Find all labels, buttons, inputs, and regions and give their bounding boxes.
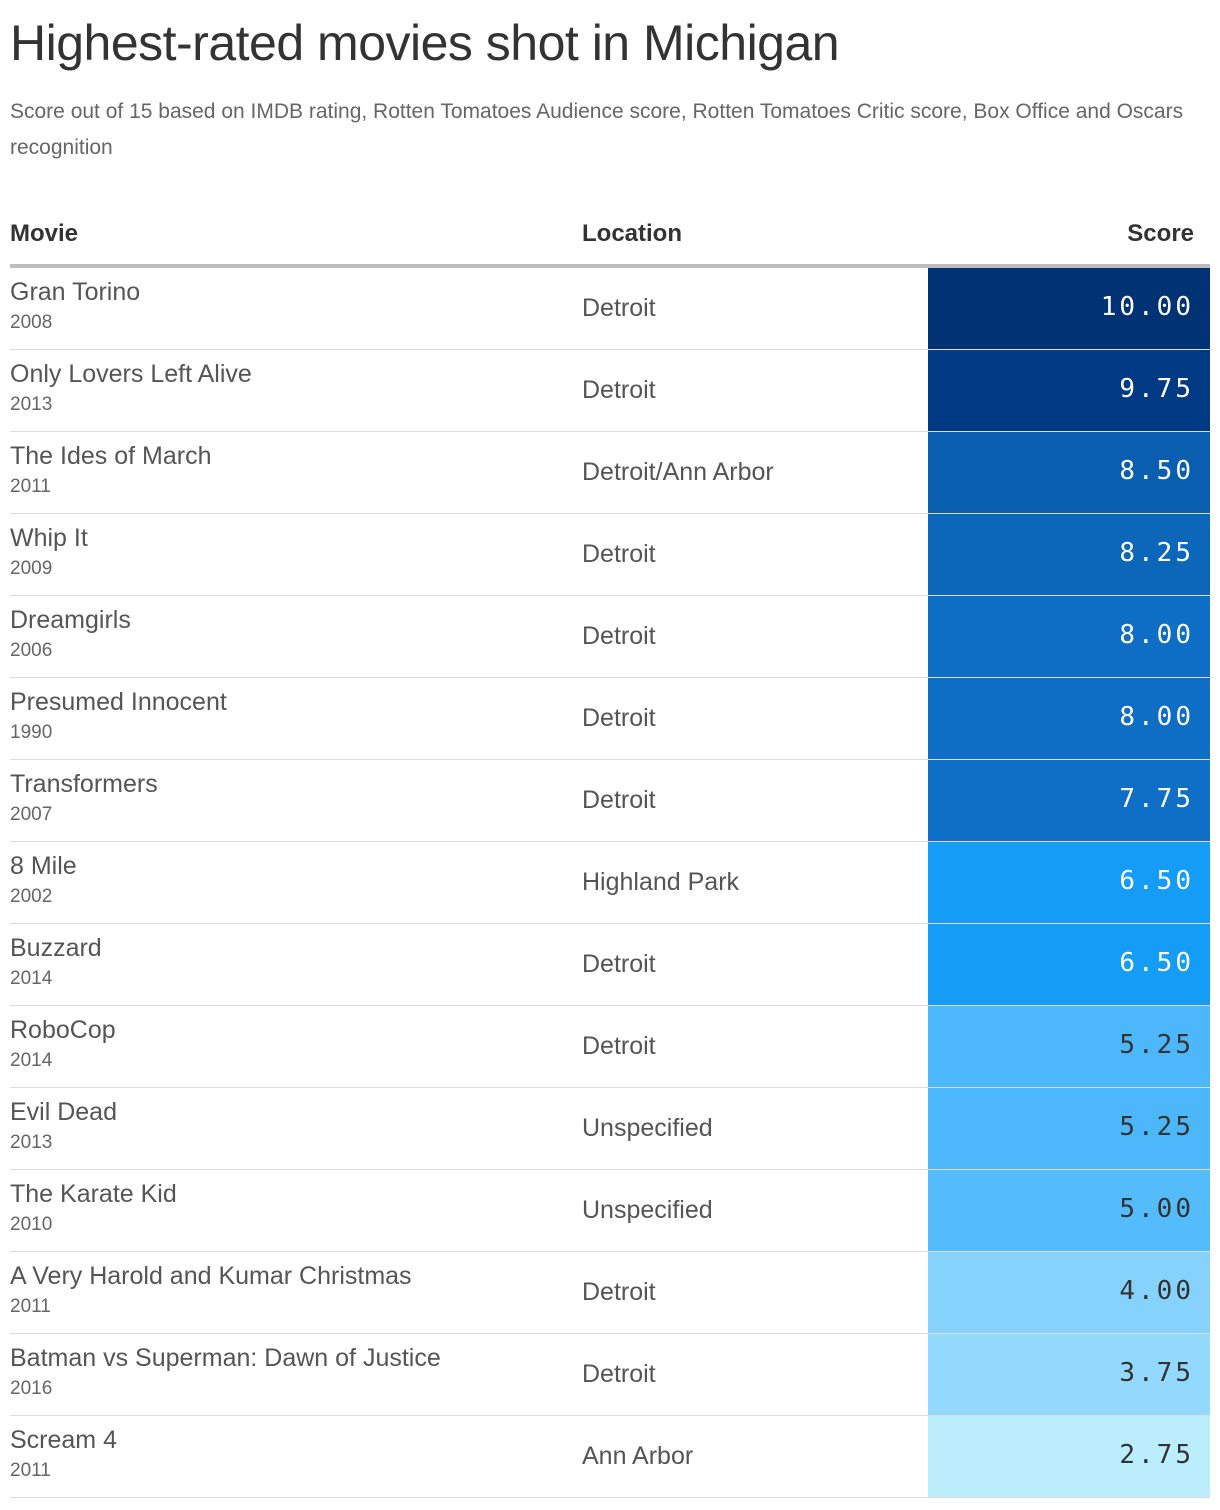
movie-year: 2011 [10,1460,51,1481]
score-cell: 6.50 [928,842,1210,923]
table-row: Dreamgirls 2006 Detroit 8.00 [10,596,1210,678]
table-row: Batman vs Superman: Dawn of Justice 2016 D… [10,1334,1210,1416]
movie-location: Detroit [582,1032,656,1060]
movie-location: Detroit [582,622,656,650]
score-value: 5.25 [1119,1030,1194,1060]
score-value: 3.75 [1119,1358,1194,1388]
table-row: Whip It 2009 Detroit 8.25 [10,514,1210,596]
movie-title: RoboCop [10,1016,116,1044]
movie-year: 2008 [10,312,53,333]
score-value: 7.75 [1119,784,1194,814]
movie-year: 2013 [10,1132,53,1153]
movie-title: Whip It [10,524,88,552]
movie-title: Only Lovers Left Alive [10,360,252,388]
table-row: Presumed Innocent 1990 Detroit 8.00 [10,678,1210,760]
score-table: Movie Location Score Gran Torino 2008 Detr… [10,202,1210,1498]
movie-title: The Ides of March [10,442,212,470]
movie-year: 2011 [10,476,51,497]
table-row: Scream 4 2011 Ann Arbor 2.75 [10,1416,1210,1498]
table-row: RoboCop 2014 Detroit 5.25 [10,1006,1210,1088]
score-cell: 10.00 [928,268,1210,349]
score-cell: 6.50 [928,924,1210,1005]
score-cell: 8.00 [928,678,1210,759]
score-value: 8.00 [1119,702,1194,732]
movie-title: Scream 4 [10,1426,117,1454]
score-value: 8.50 [1119,456,1194,486]
table-row: A Very Harold and Kumar Christmas 2011 Det… [10,1252,1210,1334]
table-row: Evil Dead 2013 Unspecified 5.25 [10,1088,1210,1170]
movie-location: Detroit/Ann Arbor [582,458,774,486]
movie-year: 2002 [10,886,53,907]
table-row: Transformers 2007 Detroit 7.75 [10,760,1210,842]
movie-title: Presumed Innocent [10,688,227,716]
score-value: 5.25 [1119,1112,1194,1142]
score-value: 8.00 [1119,620,1194,650]
movie-location: Detroit [582,376,656,404]
movie-year: 2006 [10,640,53,661]
movie-title: Batman vs Superman: Dawn of Justice [10,1344,441,1372]
movie-location: Detroit [582,704,656,732]
table-row: Gran Torino 2008 Detroit 10.00 [10,268,1210,350]
score-cell: 8.00 [928,596,1210,677]
score-cell: 8.50 [928,432,1210,513]
movie-location: Detroit [582,1278,656,1306]
table-row: Buzzard 2014 Detroit 6.50 [10,924,1210,1006]
score-value: 2.75 [1119,1440,1194,1470]
score-cell: 2.75 [928,1416,1210,1497]
movie-year: 2011 [10,1296,51,1317]
score-cell: 4.00 [928,1252,1210,1333]
score-cell: 5.00 [928,1170,1210,1251]
movie-year: 2013 [10,394,53,415]
score-value: 9.75 [1119,374,1194,404]
score-value: 8.25 [1119,538,1194,568]
movie-year: 2009 [10,558,53,579]
movie-year: 2014 [10,1050,53,1071]
chart-subtitle: Score out of 15 based on IMDB rating, Ro… [10,100,1184,159]
movie-title: A Very Harold and Kumar Christmas [10,1262,412,1290]
movie-title: Transformers [10,770,158,798]
movie-location: Detroit [582,950,656,978]
column-header-score: Score [1127,220,1194,247]
movie-title: 8 Mile [10,852,77,880]
movie-title: Gran Torino [10,278,141,306]
table-row: Only Lovers Left Alive 2013 Detroit 9.75 [10,350,1210,432]
table-row: The Ides of March 2011 Detroit/Ann Arbor 8.… [10,432,1210,514]
movie-location: Detroit [582,786,656,814]
table-body: Gran Torino 2008 Detroit 10.00 Only Lovers L… [10,268,1210,1498]
score-cell: 8.25 [928,514,1210,595]
table-header: Movie Location Score [10,202,1210,268]
score-cell: 5.25 [928,1088,1210,1169]
movie-year: 2014 [10,968,53,989]
score-cell: 5.25 [928,1006,1210,1087]
movie-title: Dreamgirls [10,606,131,634]
movie-location: Detroit [582,540,656,568]
movie-year: 2007 [10,804,53,825]
column-header-location: Location [582,220,682,247]
score-value: 6.50 [1119,948,1194,978]
movie-title: Evil Dead [10,1098,117,1126]
movie-location: Unspecified [582,1114,713,1142]
table-row: The Karate Kid 2010 Unspecified 5.00 [10,1170,1210,1252]
movie-year: 1990 [10,722,53,743]
movie-year: 2016 [10,1378,53,1399]
score-cell: 9.75 [928,350,1210,431]
movie-title: Buzzard [10,934,102,962]
column-header-movie: Movie [10,220,79,247]
chart-title: Highest-rated movies shot in Michigan [10,15,840,71]
movie-year: 2010 [10,1214,53,1235]
table-row: 8 Mile 2002 Highland Park 6.50 [10,842,1210,924]
movie-title: The Karate Kid [10,1180,177,1208]
score-value: 4.00 [1119,1276,1194,1306]
score-value: 10.00 [1100,292,1194,322]
movie-location: Detroit [582,1360,656,1388]
score-cell: 7.75 [928,760,1210,841]
movie-location: Highland Park [582,868,740,896]
score-cell: 3.75 [928,1334,1210,1415]
score-value: 5.00 [1119,1194,1194,1224]
movie-location: Detroit [582,294,656,322]
score-value: 6.50 [1119,866,1194,896]
movie-location: Unspecified [582,1196,713,1224]
movie-location: Ann Arbor [582,1442,694,1470]
